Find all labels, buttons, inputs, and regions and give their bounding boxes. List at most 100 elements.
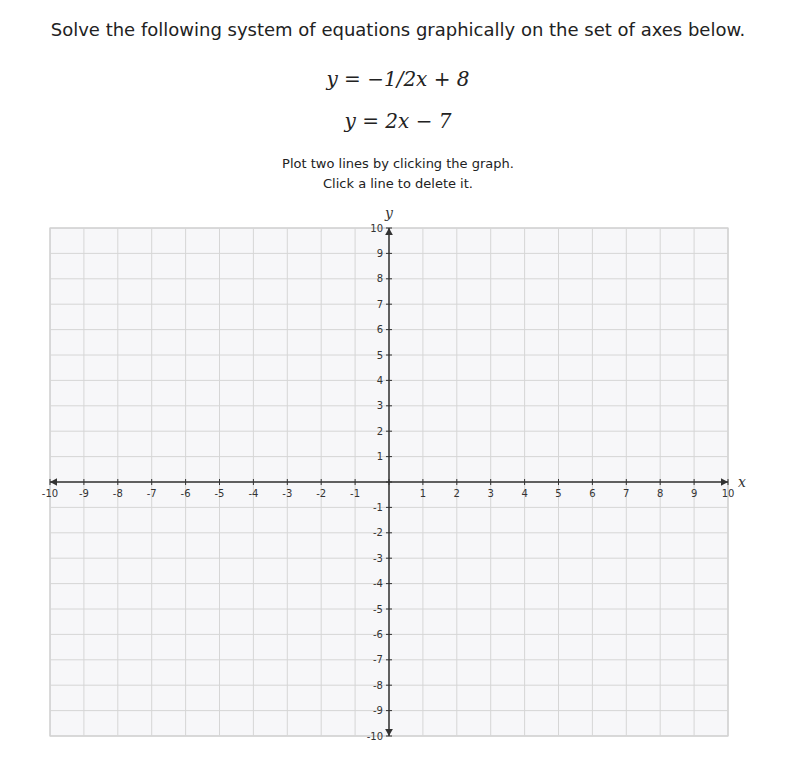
grid-line: [50, 532, 728, 533]
tick: [185, 479, 186, 485]
tick-label: -10: [42, 488, 58, 499]
grid-line: [50, 304, 728, 305]
grid-line: [50, 710, 728, 711]
ticks: -10-9-8-7-6-5-4-3-2-112345678910-10-9-8-…: [42, 223, 735, 742]
axis-arrow: [385, 228, 393, 235]
y-axis-label: y: [384, 205, 394, 221]
tick: [386, 736, 392, 737]
tick-label: -8: [113, 488, 123, 499]
tick: [117, 479, 118, 485]
grid-line: [50, 278, 728, 279]
tick-label: -1: [350, 488, 360, 499]
tick: [386, 634, 392, 635]
tick-label: 2: [377, 426, 383, 437]
tick: [386, 507, 392, 508]
tick-label: -8: [373, 680, 383, 691]
grid-line: [50, 558, 728, 559]
tick-label: 10: [370, 223, 383, 234]
tick-label: 5: [555, 488, 561, 499]
equation: y = −1/2x + 8: [325, 67, 469, 91]
equation: y = 2x − 7: [344, 109, 452, 133]
tick-label: 4: [521, 488, 527, 499]
x-axis-label: x: [738, 474, 746, 490]
tick-label: 6: [377, 324, 383, 335]
tick: [728, 479, 729, 485]
tick-label: 7: [377, 299, 383, 310]
tick: [660, 479, 661, 485]
grid-line: [50, 634, 728, 635]
tick: [386, 304, 392, 305]
tick: [386, 685, 392, 686]
tick: [386, 380, 392, 381]
tick-label: 9: [377, 248, 383, 259]
grid-line: [50, 405, 728, 406]
tick: [253, 479, 254, 485]
tick-label: 1: [420, 488, 426, 499]
tick-label: -9: [373, 705, 383, 716]
plot-area: [50, 228, 728, 736]
tick: [83, 479, 84, 485]
tick: [287, 479, 288, 485]
tick-label: 5: [377, 350, 383, 361]
tick: [386, 253, 392, 254]
tick: [386, 710, 392, 711]
grid-line: [50, 583, 728, 584]
tick-label: -2: [373, 527, 383, 538]
grid-line: [50, 329, 728, 330]
tick-label: -6: [181, 488, 191, 499]
tick: [490, 479, 491, 485]
grid-line: [50, 736, 728, 737]
tick-label: -9: [79, 488, 89, 499]
tick: [386, 583, 392, 584]
tick-label: -3: [373, 553, 383, 564]
tick-label: -5: [215, 488, 225, 499]
tick-label: 9: [691, 488, 697, 499]
tick-label: -1: [373, 502, 383, 513]
instruction: Plot two lines by clicking the graph.: [282, 156, 514, 171]
tick-label: -10: [367, 731, 383, 742]
tick: [386, 609, 392, 610]
grid-line: [50, 685, 728, 686]
tick-label: 7: [623, 488, 629, 499]
tick: [355, 479, 356, 485]
tick: [219, 479, 220, 485]
tick: [524, 479, 525, 485]
tick-label: -4: [373, 578, 383, 589]
tick: [321, 479, 322, 485]
tick: [386, 228, 392, 229]
grid-line: [50, 659, 728, 660]
tick: [386, 278, 392, 279]
tick: [386, 355, 392, 356]
tick: [386, 405, 392, 406]
grid-line: [50, 609, 728, 610]
tick-label: -3: [282, 488, 292, 499]
tick: [456, 479, 457, 485]
tick: [386, 532, 392, 533]
axis-arrow: [385, 729, 393, 736]
tick: [386, 558, 392, 559]
tick: [386, 456, 392, 457]
tick-label: 10: [722, 488, 735, 499]
tick: [386, 431, 392, 432]
tick: [694, 479, 695, 485]
tick-label: 3: [377, 400, 383, 411]
title: Solve the following system of equations …: [51, 19, 746, 40]
tick: [592, 479, 593, 485]
tick-label: 3: [488, 488, 494, 499]
axis-arrow: [721, 478, 728, 486]
tick: [151, 479, 152, 485]
tick: [558, 479, 559, 485]
tick-label: 6: [589, 488, 595, 499]
grid: [50, 228, 728, 736]
tick: [386, 482, 392, 483]
grid-line: [50, 253, 728, 254]
tick-label: -5: [373, 604, 383, 615]
tick-label: -7: [373, 654, 383, 665]
grid-line: [50, 431, 728, 432]
tick: [626, 479, 627, 485]
instruction: Click a line to delete it.: [323, 176, 473, 191]
axis-arrow: [50, 478, 57, 486]
tick: [386, 329, 392, 330]
chart: Solve the following system of equations …: [0, 0, 796, 760]
tick-label: -2: [316, 488, 326, 499]
